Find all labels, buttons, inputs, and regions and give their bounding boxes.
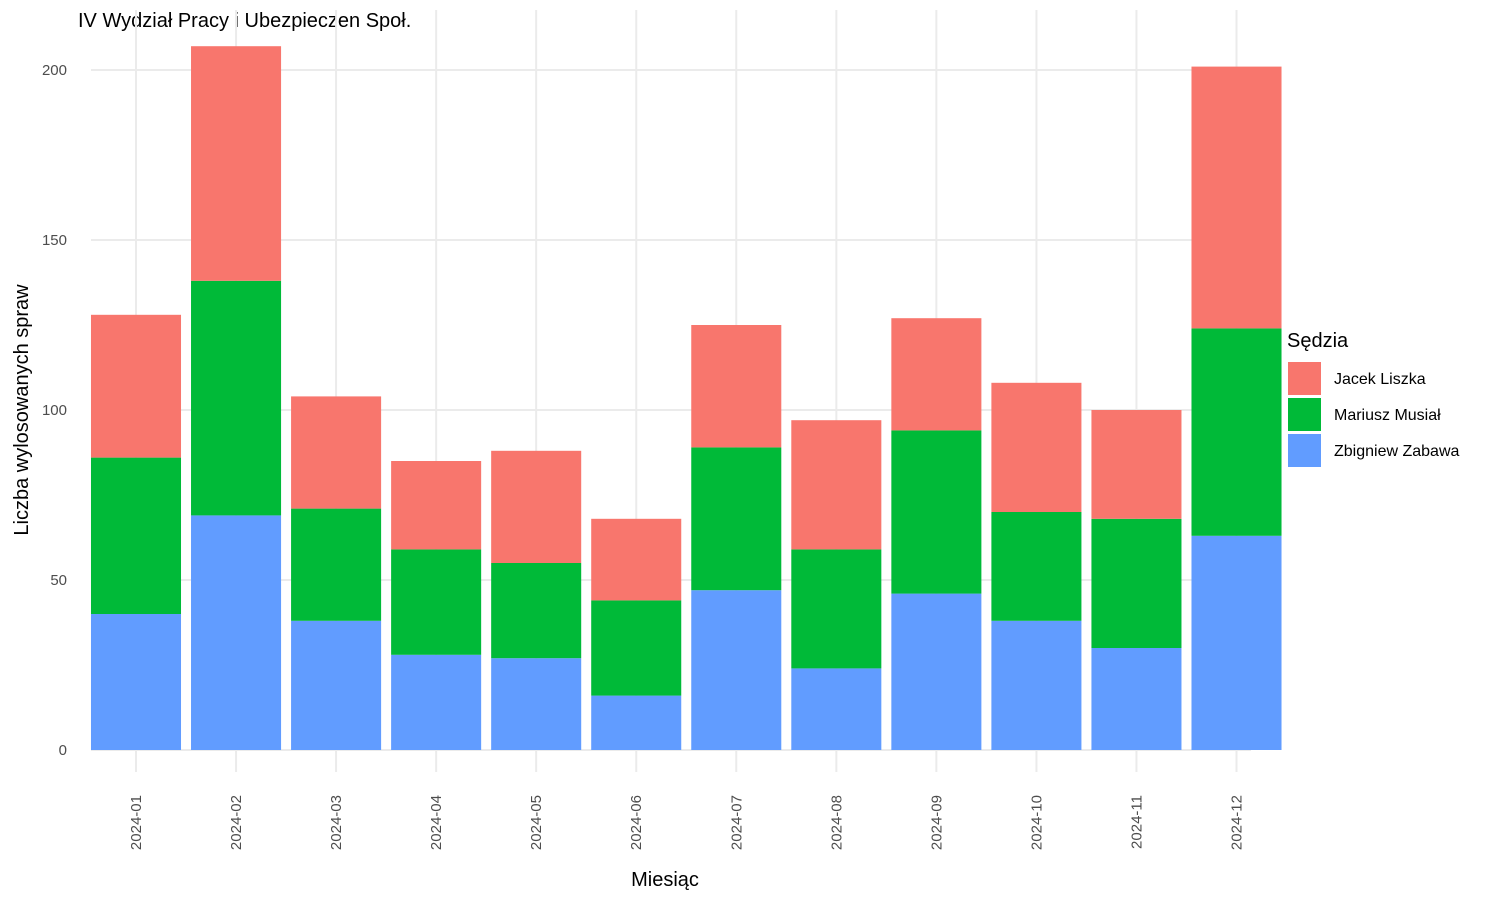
bar-segment <box>90 457 182 614</box>
bar-segment <box>1091 410 1182 519</box>
bar-segment <box>391 549 482 655</box>
y-tick-label: 0 <box>59 742 67 759</box>
bar-segment <box>691 325 782 448</box>
bar-segment <box>191 46 282 281</box>
bar-segment <box>1191 535 1282 750</box>
bar-segment <box>791 549 882 669</box>
bar-segment <box>891 430 982 594</box>
bar-segment <box>391 654 482 750</box>
x-tick-label: 2024-05 <box>528 795 545 850</box>
bar-segment <box>891 593 982 750</box>
x-tick-label: 2024-09 <box>928 795 945 850</box>
y-axis-ticks: 0 50 100 150 200 <box>42 62 67 759</box>
y-tick-label: 150 <box>42 232 67 249</box>
legend-label: Zbigniew Zabawa <box>1334 443 1460 460</box>
bar-segment <box>1091 648 1182 750</box>
legend-key <box>1288 362 1321 395</box>
legend-label: Jacek Liszka <box>1334 371 1426 388</box>
x-tick-label: 2024-11 <box>1128 795 1145 849</box>
bar-segment <box>191 515 282 750</box>
x-tick-label: 2024-07 <box>728 795 745 850</box>
bar-segment <box>491 563 582 659</box>
x-tick-label: 2024-04 <box>428 795 445 850</box>
bar-segment <box>491 658 582 750</box>
legend-title: Sędzia <box>1287 330 1349 352</box>
bar-segment <box>291 396 382 509</box>
x-tick-label: 2024-12 <box>1229 795 1246 850</box>
bar-segment <box>991 512 1082 621</box>
bar-segment <box>291 508 382 621</box>
bar-segment <box>191 280 282 516</box>
bar-segment <box>991 620 1082 750</box>
bar-segment <box>90 614 182 750</box>
legend: Sędzia Jacek Liszka Mariusz Musiał Zbignie… <box>1287 330 1460 467</box>
y-axis-title: Liczba wylosowanych spraw <box>11 284 33 536</box>
legend-label: Mariusz Musiał <box>1334 407 1441 424</box>
bar-segment <box>291 620 382 750</box>
bar-segment <box>1191 328 1282 536</box>
x-tick-label: 2024-02 <box>228 795 245 850</box>
x-tick-label: 2024-01 <box>128 795 145 850</box>
bar-segment <box>90 314 182 458</box>
y-tick-label: 100 <box>42 402 67 419</box>
legend-key <box>1288 398 1321 431</box>
bars <box>90 46 1282 750</box>
bar-segment <box>1191 66 1282 329</box>
bar-segment <box>691 447 782 591</box>
bar-segment <box>591 695 682 750</box>
x-tick-label: 2024-08 <box>828 795 845 850</box>
bar-segment <box>791 668 882 750</box>
bar-segment <box>491 450 582 563</box>
bar-segment <box>891 318 982 431</box>
bar-segment <box>1091 518 1182 648</box>
y-tick-label: 200 <box>42 62 67 79</box>
bar-segment <box>691 590 782 750</box>
x-axis-ticks: 2024-01 2024-02 2024-03 2024-04 2024-05 2024-… <box>128 795 1246 850</box>
bar-segment <box>591 518 682 601</box>
bar-segment <box>391 461 482 550</box>
bar-segment <box>591 600 682 696</box>
legend-key <box>1288 434 1321 467</box>
x-axis-title: Miesiąc <box>631 869 699 891</box>
x-tick-label: 2024-03 <box>328 795 345 850</box>
bar-segment <box>991 382 1082 512</box>
x-tick-label: 2024-10 <box>1028 795 1045 850</box>
chart-title: IV Wydział Pracy i Ubezpieczen Społ. <box>78 10 411 32</box>
bar-segment <box>791 420 882 550</box>
x-tick-label: 2024-06 <box>628 795 645 850</box>
y-tick-label: 50 <box>50 572 67 589</box>
